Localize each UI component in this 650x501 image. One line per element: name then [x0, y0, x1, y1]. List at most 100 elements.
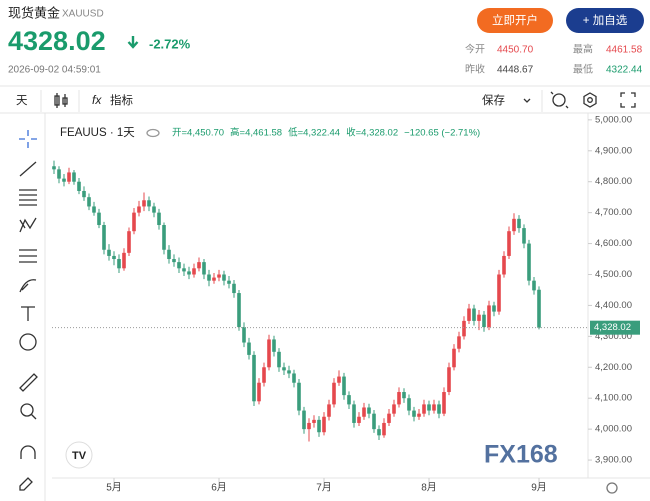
candle-body — [437, 404, 441, 414]
text-tool[interactable] — [21, 306, 35, 321]
price-tag-label: 4,328.02 — [594, 322, 631, 333]
candle-body — [212, 277, 216, 281]
candle-body — [62, 178, 66, 182]
y-tick-label: 4,000.00 — [595, 424, 632, 435]
fib-tool[interactable] — [19, 189, 37, 206]
candle-body — [312, 419, 316, 423]
ohlc-legend: 高=4,461.58 — [230, 127, 282, 139]
candle-body — [432, 404, 436, 411]
y-tick-label: 4,200.00 — [595, 362, 632, 373]
forecast-tool[interactable] — [19, 249, 37, 263]
candle-body — [342, 376, 346, 396]
ruler-tool[interactable] — [19, 373, 38, 392]
candle-body — [252, 354, 256, 402]
zoom-tool[interactable] — [20, 403, 34, 417]
candle-body — [52, 166, 56, 170]
candle-body — [97, 212, 101, 226]
open-account-button[interactable] — [477, 8, 553, 33]
change: -2.72% — [149, 36, 191, 51]
candle-body — [172, 259, 176, 263]
candle-body — [477, 314, 481, 321]
candle-body — [352, 404, 356, 423]
candle-body — [107, 249, 111, 256]
x-tick-label: 7月 — [316, 482, 332, 494]
timestamp: 2026-09-02 04:59:01 — [8, 65, 101, 76]
zoom-tool-handle[interactable] — [30, 413, 37, 420]
formula-icon[interactable]: fx — [92, 93, 102, 107]
candle-body — [537, 289, 541, 328]
snapshot-icon[interactable] — [550, 91, 569, 109]
candle-body — [522, 228, 526, 244]
candle-body — [377, 429, 381, 436]
candle-body — [382, 422, 386, 436]
stat-value: 4448.67 — [497, 65, 534, 76]
watchlist-label[interactable]: + 加自选 — [583, 14, 628, 27]
candle-body — [182, 268, 186, 272]
candle-body — [517, 218, 521, 229]
time-settings-icon[interactable] — [606, 482, 618, 494]
edit-tool[interactable] — [19, 477, 33, 491]
chart-symbol: FEAUUS · 1天 — [60, 127, 135, 139]
stat-value: 4322.44 — [606, 65, 643, 76]
candle-body — [87, 197, 91, 207]
open-account-label[interactable]: 立即开户 — [492, 13, 538, 27]
candle-body — [127, 231, 131, 253]
stat-label: 最低 — [573, 63, 593, 76]
y-tick-label: 4,600.00 — [595, 238, 632, 249]
candle-body — [197, 262, 201, 269]
candle-body — [137, 206, 141, 213]
candle-body — [272, 339, 276, 352]
visibility-icon[interactable] — [146, 128, 160, 138]
candle-body — [187, 271, 191, 275]
candle-body — [177, 262, 181, 269]
stat-label: 今开 — [465, 43, 485, 56]
candle-body — [157, 212, 161, 226]
candle-body — [102, 225, 106, 250]
candle-body — [207, 274, 211, 281]
candle-body — [302, 410, 306, 430]
candle-body — [447, 367, 451, 393]
candle-body — [317, 419, 321, 433]
candle-body — [267, 339, 271, 368]
candle-body — [217, 274, 221, 278]
instrument-name: 现货黄金 — [8, 5, 60, 20]
chart-style-icon[interactable] — [54, 93, 68, 108]
y-tick-label: 4,100.00 — [595, 393, 632, 404]
indicators-button[interactable]: 指标 — [110, 93, 133, 107]
fullscreen-icon[interactable] — [620, 92, 636, 108]
ohlc-legend: −120.65 (−2.71%) — [404, 128, 480, 139]
candle-body — [422, 404, 426, 414]
candle-body — [227, 280, 231, 284]
candle-body — [412, 410, 416, 417]
candle-body — [147, 200, 151, 207]
candle-body — [112, 255, 116, 260]
stat-value: 4450.70 — [497, 45, 534, 56]
watchlist-button[interactable] — [566, 8, 644, 33]
logo-badge — [65, 441, 93, 469]
candle-body — [347, 395, 351, 405]
candle-body — [532, 280, 536, 291]
candle-body — [452, 348, 456, 368]
crosshair-tool[interactable] — [19, 130, 37, 148]
settings-icon[interactable] — [583, 92, 597, 108]
save-dropdown[interactable] — [523, 98, 531, 103]
candle-body — [392, 404, 396, 414]
trendline-tool[interactable] — [19, 161, 37, 177]
candle-body — [142, 200, 146, 207]
stat-label: 昨收 — [465, 63, 485, 76]
instrument-code: XAUUSD — [62, 9, 104, 20]
emoji-tool[interactable] — [19, 333, 37, 351]
brush-tool[interactable] — [19, 279, 37, 293]
candle-body — [162, 225, 166, 250]
magnet-tool[interactable] — [20, 445, 36, 459]
pattern-tool[interactable] — [19, 217, 37, 233]
ohlc-legend: 低=4,322.44 — [288, 127, 340, 139]
x-tick-label: 6月 — [211, 482, 227, 494]
save-button[interactable]: 保存 — [482, 93, 505, 107]
candle-body — [307, 422, 311, 430]
candle-body — [407, 398, 411, 411]
interval-button[interactable]: 天 — [16, 95, 28, 107]
logo: TV — [72, 450, 87, 462]
candle-body — [367, 407, 371, 414]
x-tick-label: 8月 — [421, 482, 437, 494]
